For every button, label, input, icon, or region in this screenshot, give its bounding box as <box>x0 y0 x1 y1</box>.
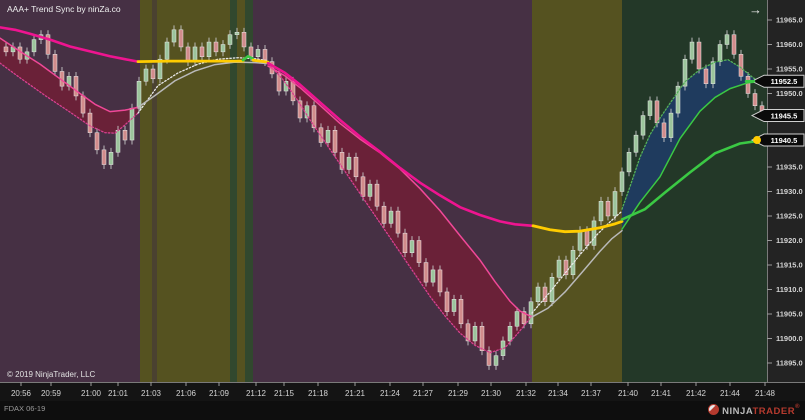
svg-text:21:44: 21:44 <box>720 389 741 398</box>
svg-text:11945.5: 11945.5 <box>771 111 798 120</box>
svg-text:11950.0: 11950.0 <box>776 89 803 98</box>
svg-text:11955.0: 11955.0 <box>776 65 803 74</box>
svg-text:11960.0: 11960.0 <box>776 40 803 49</box>
svg-text:21:21: 21:21 <box>345 389 366 398</box>
svg-text:21:15: 21:15 <box>274 389 295 398</box>
svg-text:21:29: 21:29 <box>448 389 469 398</box>
svg-text:21:09: 21:09 <box>209 389 230 398</box>
price-marker-tags: 11952.5 11945.5 11940.5 <box>744 74 805 147</box>
svg-text:11930.0: 11930.0 <box>776 187 803 196</box>
svg-text:11900.0: 11900.0 <box>776 334 803 343</box>
svg-text:21:30: 21:30 <box>481 389 502 398</box>
candlestick-layer <box>3 25 765 370</box>
indicator-title: AAA+ Trend Sync by ninZa.co <box>7 4 121 14</box>
svg-text:21:03: 21:03 <box>141 389 162 398</box>
svg-text:21:12: 21:12 <box>246 389 267 398</box>
svg-text:11895.0: 11895.0 <box>776 359 803 368</box>
instrument-label: FDAX 06-19 <box>4 404 46 413</box>
copyright-label: © 2019 NinjaTrader, LLC <box>7 370 96 379</box>
ninjatrader-orb-icon <box>708 404 720 415</box>
svg-text:11915.0: 11915.0 <box>776 261 803 270</box>
svg-text:11940.5: 11940.5 <box>771 136 798 145</box>
svg-text:11910.0: 11910.0 <box>776 285 803 294</box>
svg-text:21:00: 21:00 <box>81 389 102 398</box>
svg-text:21:06: 21:06 <box>176 389 197 398</box>
svg-text:11935.0: 11935.0 <box>776 163 803 172</box>
svg-text:11952.5: 11952.5 <box>771 77 798 86</box>
svg-text:11965.0: 11965.0 <box>776 16 803 25</box>
svg-text:21:48: 21:48 <box>755 389 776 398</box>
moving-average-lines <box>0 26 766 354</box>
svg-text:11905.0: 11905.0 <box>776 310 803 319</box>
svg-text:20:59: 20:59 <box>41 389 62 398</box>
svg-text:21:41: 21:41 <box>651 389 672 398</box>
svg-text:11920.0: 11920.0 <box>776 236 803 245</box>
svg-text:20:56: 20:56 <box>11 389 32 398</box>
svg-text:21:27: 21:27 <box>413 389 434 398</box>
scroll-right-arrow-icon[interactable]: → <box>749 2 762 17</box>
svg-text:21:24: 21:24 <box>380 389 401 398</box>
svg-text:21:18: 21:18 <box>308 389 329 398</box>
svg-text:21:34: 21:34 <box>548 389 569 398</box>
ninjatrader-logo: NINJATRADER® <box>708 404 800 417</box>
svg-text:11925.0: 11925.0 <box>776 212 803 221</box>
svg-text:21:42: 21:42 <box>686 389 707 398</box>
time-axis[interactable]: 20:56 20:59 21:00 21:01 21:03 21:06 21:09 21:12… <box>11 382 776 398</box>
svg-text:21:32: 21:32 <box>516 389 537 398</box>
svg-text:21:40: 21:40 <box>618 389 639 398</box>
svg-text:21:37: 21:37 <box>581 389 602 398</box>
svg-text:21:01: 21:01 <box>108 389 129 398</box>
